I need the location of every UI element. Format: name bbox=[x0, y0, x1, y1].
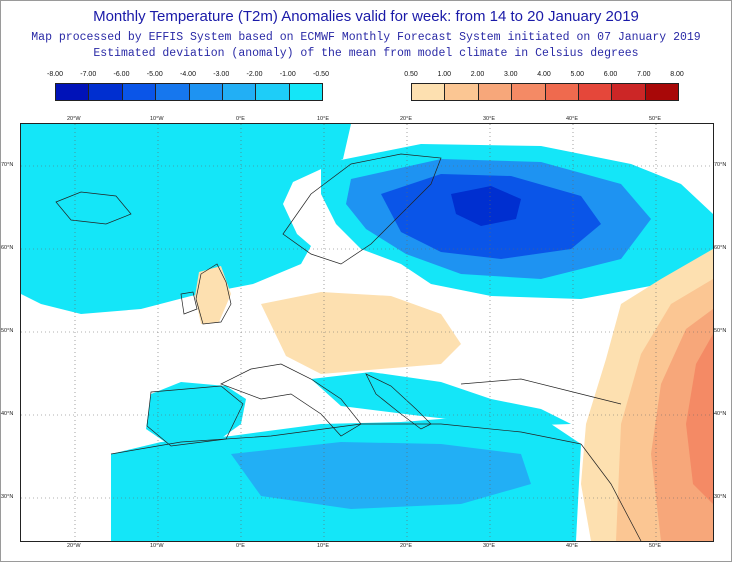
legend-cold-ticks: -8.00 -7.00 -6.00 -5.00 -4.00 -3.00 -2.00 -1.00… bbox=[47, 71, 329, 82]
warm-anomaly-area-east-core bbox=[686, 334, 713, 504]
legend-warm-scale bbox=[411, 83, 679, 101]
map-subtitle-source: Map processed by EFFIS System based on E… bbox=[31, 31, 701, 44]
legend_cold-tick-label: -8.00 bbox=[47, 71, 63, 78]
lat-label-70n-left: 70°N bbox=[1, 162, 14, 168]
lat-label-40n-right: 40°N bbox=[714, 411, 727, 417]
lon-label-40e-top: 40°E bbox=[566, 116, 578, 122]
lon-label-30e-bottom: 30°E bbox=[483, 543, 495, 549]
legend_warm-tick-label: 4.00 bbox=[537, 71, 551, 78]
legend_cold-tick-label: -0.50 bbox=[313, 71, 329, 78]
lon-label-20e-top: 20°E bbox=[400, 116, 412, 122]
anomaly-map bbox=[20, 123, 714, 542]
legend_warm-tick-label: 2.00 bbox=[470, 71, 485, 78]
lat-label-30n-right: 30°N bbox=[714, 494, 727, 500]
legend_cold-tick-label: -3.00 bbox=[213, 71, 230, 78]
legend_cold-tick-label: -1.00 bbox=[279, 71, 296, 78]
cold-anomaly-area-north-atlantic bbox=[21, 124, 351, 314]
lon-label-20w-bottom: 20°W bbox=[67, 543, 81, 549]
lon-label-10w-bottom: 10°W bbox=[150, 543, 164, 549]
map-title: Monthly Temperature (T2m) Anomalies vali… bbox=[93, 8, 639, 25]
cold-anomaly-area-scandinavia-peak bbox=[451, 186, 521, 226]
warm-anomaly-area-central-europe bbox=[261, 292, 461, 374]
legend-warm-ticks: 0.50 1.00 2.00 3.00 4.00 5.00 6.00 7.00 8.00 bbox=[404, 71, 684, 82]
lat-label-30n-left: 30°N bbox=[1, 494, 14, 500]
legend_warm-swatch-1 bbox=[445, 84, 479, 100]
warm-anomaly-area-uk bbox=[195, 266, 231, 324]
lon-label-10e-top: 10°E bbox=[317, 116, 329, 122]
lon-label-20e-bottom: 20°E bbox=[400, 543, 412, 549]
legend_warm-tick-label: 8.00 bbox=[670, 71, 684, 78]
legend-cold-scale bbox=[55, 83, 323, 101]
cold-anomaly-area-sahara-core bbox=[231, 442, 531, 509]
legend_cold-swatch-1 bbox=[89, 84, 123, 100]
cold-anomaly-area-mediterranean bbox=[311, 372, 571, 426]
legend_cold-swatch-0 bbox=[56, 84, 90, 100]
legend_cold-tick-label: -7.00 bbox=[80, 71, 97, 78]
legend_warm-tick-label: 1.00 bbox=[437, 71, 452, 78]
legend_warm-tick-label: 3.00 bbox=[503, 71, 518, 78]
legend_cold-tick-label: -2.00 bbox=[246, 71, 263, 78]
legend_cold-swatch-3 bbox=[156, 84, 190, 100]
lat-label-60n-right: 60°N bbox=[714, 245, 727, 251]
legend_warm-swatch-3 bbox=[512, 84, 546, 100]
cold-anomaly-area-azores bbox=[21, 248, 59, 299]
legend_cold-swatch-7 bbox=[289, 84, 322, 100]
lon-label-0e-bottom: 0°E bbox=[236, 543, 245, 549]
legend_cold-swatch-2 bbox=[122, 84, 157, 100]
legend_cold-tick-label: -4.00 bbox=[180, 71, 196, 78]
legend_warm-swatch-5 bbox=[578, 84, 613, 100]
anomaly-field bbox=[21, 124, 713, 541]
legend_warm-swatch-2 bbox=[478, 84, 513, 100]
lon-label-20w-top: 20°W bbox=[67, 116, 81, 122]
lon-label-40e-bottom: 40°E bbox=[566, 543, 578, 549]
legend_warm-swatch-6 bbox=[612, 84, 646, 100]
legend_warm-tick-label: 0.50 bbox=[404, 71, 418, 78]
legend_warm-tick-label: 5.00 bbox=[570, 71, 585, 78]
lon-label-50e-top: 50°E bbox=[649, 116, 661, 122]
legend_warm-tick-label: 7.00 bbox=[636, 71, 651, 78]
legend_cold-tick-label: -6.00 bbox=[113, 71, 130, 78]
legend_warm-swatch-4 bbox=[545, 84, 579, 100]
legend_cold-swatch-5 bbox=[222, 84, 257, 100]
legend_warm-swatch-7 bbox=[645, 84, 678, 100]
legend_cold-swatch-6 bbox=[256, 84, 290, 100]
lon-label-50e-bottom: 50°E bbox=[649, 543, 661, 549]
legend_cold-swatch-4 bbox=[189, 84, 223, 100]
cold-anomaly-area-iberia bbox=[146, 382, 246, 446]
lon-label-30e-top: 30°E bbox=[483, 116, 495, 122]
legend_warm-swatch-0 bbox=[412, 84, 446, 100]
map-subtitle-description: Estimated deviation (anomaly) of the mea… bbox=[93, 47, 639, 60]
lon-label-10e-bottom: 10°E bbox=[317, 543, 329, 549]
lat-label-70n-right: 70°N bbox=[714, 162, 727, 168]
legend_cold-tick-label: -5.00 bbox=[146, 71, 163, 78]
graticule bbox=[21, 124, 713, 541]
lat-label-60n-left: 60°N bbox=[1, 245, 14, 251]
lon-label-0e-top: 0°E bbox=[236, 116, 245, 122]
lat-label-40n-left: 40°N bbox=[1, 411, 14, 417]
lat-label-50n-right: 50°N bbox=[714, 328, 727, 334]
lat-label-50n-left: 50°N bbox=[1, 328, 14, 334]
legend_warm-tick-label: 6.00 bbox=[603, 71, 618, 78]
coastlines bbox=[55, 153, 642, 541]
lon-label-10w-top: 10°W bbox=[150, 116, 164, 122]
